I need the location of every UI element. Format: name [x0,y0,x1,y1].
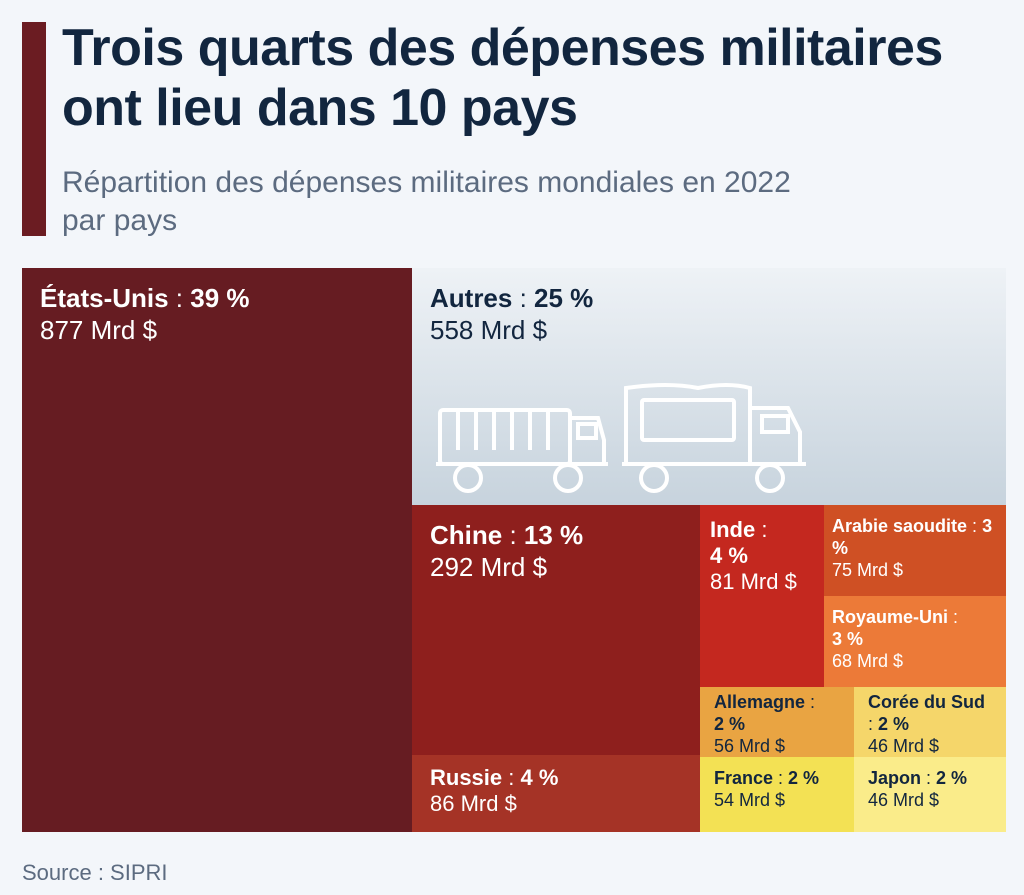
tile-percent: 2 % [714,714,746,734]
tile-value: 86 Mrd $ [430,791,517,816]
tile-value: 68 Mrd $ [832,651,904,671]
tile-chine: Chine : 13 % 292 Mrd $ [412,505,700,755]
tile-japon: Japon : 2 % 46 Mrd $ [854,757,1006,832]
tile-allemagne: Allemagne :2 % 56 Mrd $ [700,687,854,757]
tile-royaume-uni: Royaume-Uni :3 % 68 Mrd $ [824,596,1006,687]
tile-value: 46 Mrd $ [868,790,940,810]
chart-title: Trois quarts des dépenses militaires ont… [62,19,943,137]
tile-name: Autres [430,283,513,313]
tile-name: Arabie saoudite [832,516,968,536]
tile-inde: Inde :4 % 81 Mrd $ [700,505,824,687]
tile-percent: 2 % [936,768,968,788]
tile-percent: 39 % [190,283,250,313]
accent-bar [22,22,46,236]
chart-subtitle: Répartition des dépenses militaires mond… [62,166,791,237]
tile-name: Chine [430,520,503,550]
treemap: États-Unis : 39 % 877 Mrd $ Autres : 25 … [22,268,1006,832]
source-note: Source : SIPRI [22,860,168,885]
tile-percent: 4 % [710,543,748,568]
tile-coree-du-sud: Corée du Sud : 2 % 46 Mrd $ [854,687,1006,757]
tile-percent: 13 % [523,520,584,550]
tile-arabie-saoudite: Arabie saoudite : 3 % 75 Mrd $ [824,505,1006,596]
tile-france: France : 2 % 54 Mrd $ [700,757,854,832]
tile-name: Japon [868,768,922,788]
tile-value: 54 Mrd $ [714,790,786,810]
tile-value: 75 Mrd $ [832,560,904,580]
tile-name: Corée du Sud [868,692,986,712]
tile-percent: 3 % [832,629,864,649]
military-trucks-icon [436,383,806,493]
tile-value: 877 Mrd $ [40,315,158,345]
tile-name: Russie [430,765,503,790]
tile-etats-unis: États-Unis : 39 % 877 Mrd $ [22,268,412,832]
tile-value: 81 Mrd $ [710,569,797,594]
tile-value: 56 Mrd $ [714,736,786,756]
tile-name: États-Unis [40,283,169,313]
tile-percent: 2 % [788,768,820,788]
tile-name: Inde [710,517,756,542]
tile-name: France [714,768,774,788]
tile-value: 46 Mrd $ [868,736,940,756]
tile-autres: Autres : 25 % 558 Mrd $ [412,268,1006,505]
tile-russie: Russie : 4 % 86 Mrd $ [412,755,700,832]
tile-value: 292 Mrd $ [430,552,548,582]
tile-percent: 25 % [534,283,594,313]
tile-value: 558 Mrd $ [430,315,548,345]
tile-percent: 2 % [878,714,910,734]
tile-percent: 3 % [832,516,993,558]
tile-name: Royaume-Uni [832,607,949,627]
tile-name: Allemagne [714,692,806,712]
tile-percent: 4 % [520,765,559,790]
